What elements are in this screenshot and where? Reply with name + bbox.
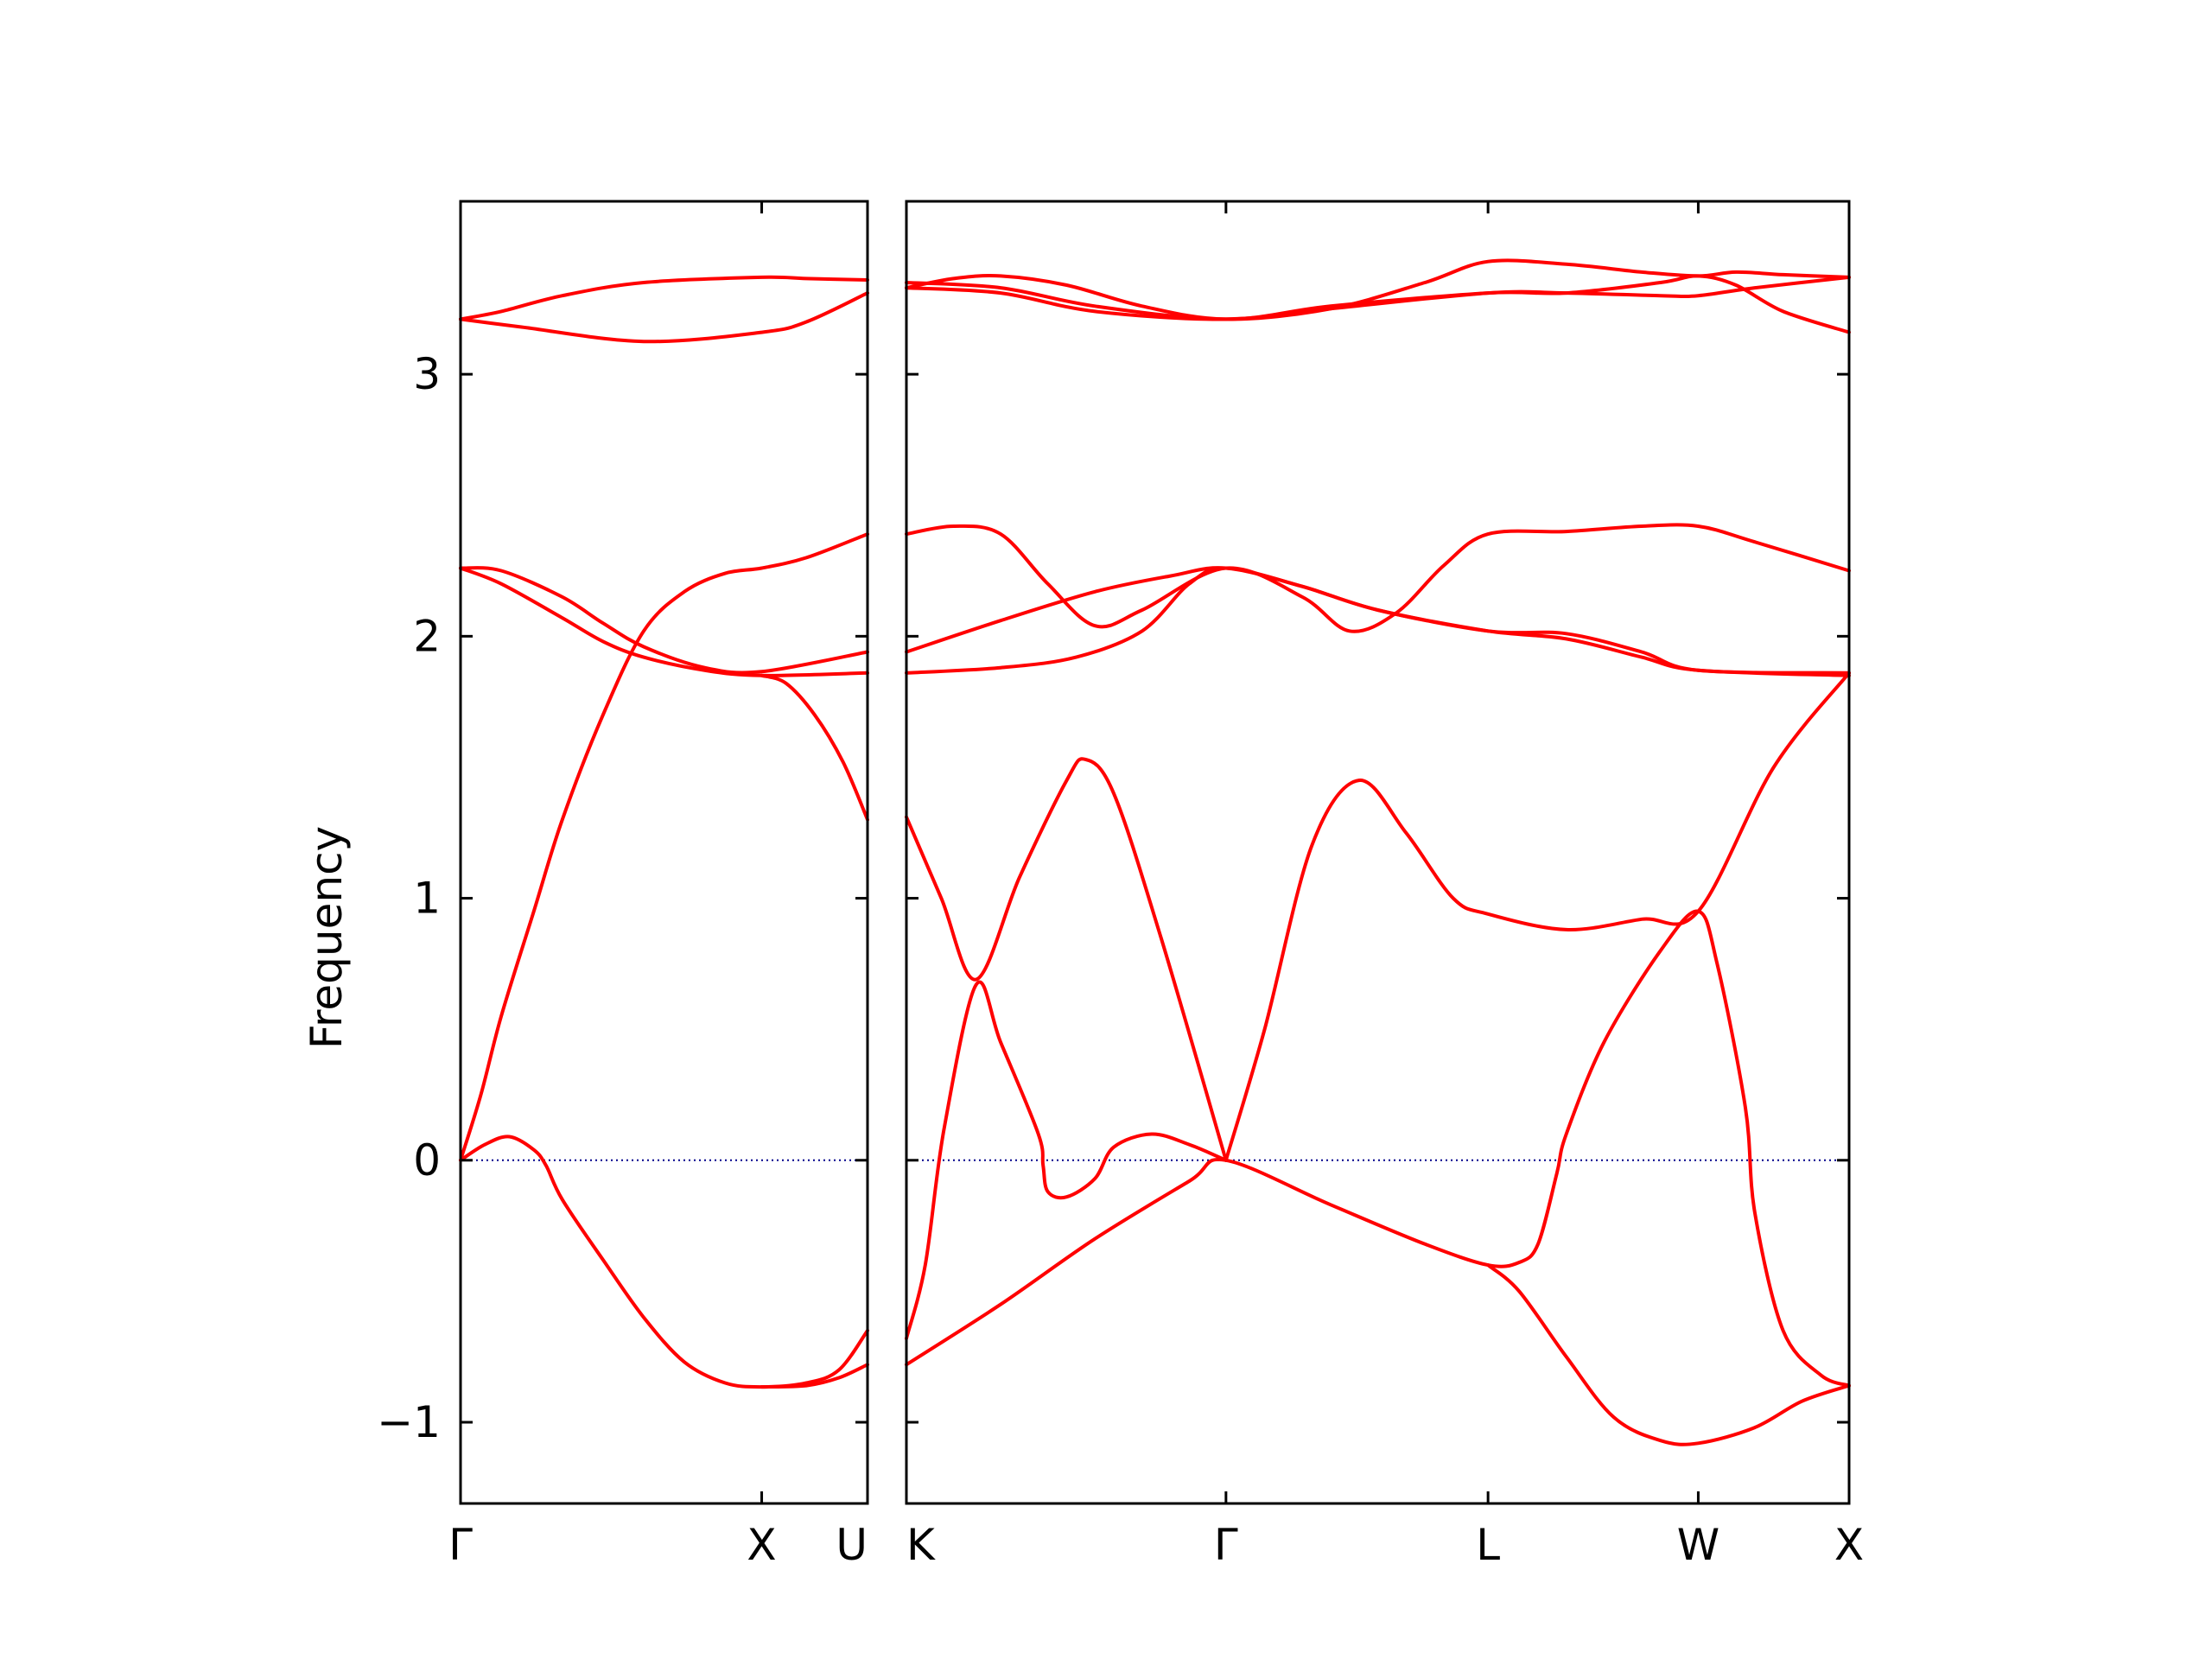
band-line [905,980,1228,1340]
band-line [905,523,1851,633]
y-axis-title: Frequency [302,826,352,1049]
x-tick-label: X [1834,1520,1864,1570]
band-line [1486,1263,1851,1446]
x-tick-label: W [1677,1520,1719,1570]
band-line [905,757,1228,1162]
x-tick-label: X [747,1520,776,1570]
x-tick-label: U [836,1520,868,1570]
band-line [459,1135,869,1389]
band-line [760,673,869,822]
plot-panels: Γ X U K Γ L W X −1 0 1 2 3 [377,200,1864,1570]
y-tick-label: 2 [413,611,441,661]
band-line [905,258,1851,321]
y-tick-label: 0 [413,1135,441,1185]
y-tick-label: −1 [377,1397,441,1447]
panel-frame [459,200,869,1505]
band-line [905,566,1851,677]
band-line [760,1363,869,1389]
band-line [459,291,869,344]
x-tick-label: Γ [1214,1520,1238,1570]
band-line [459,566,869,677]
y-tick-label: 3 [413,349,441,399]
y-tick-label: 1 [413,874,441,924]
x-tick-label: Γ [448,1520,473,1570]
band-line [905,909,1851,1388]
x-tick-label: K [906,1520,936,1570]
band-line [459,532,869,1162]
band-line [459,275,869,321]
band-line [905,275,1851,321]
band-line [459,566,869,675]
band-line [1224,671,1851,1162]
panel-frame [905,200,1851,1505]
x-tick-label: L [1476,1520,1500,1570]
